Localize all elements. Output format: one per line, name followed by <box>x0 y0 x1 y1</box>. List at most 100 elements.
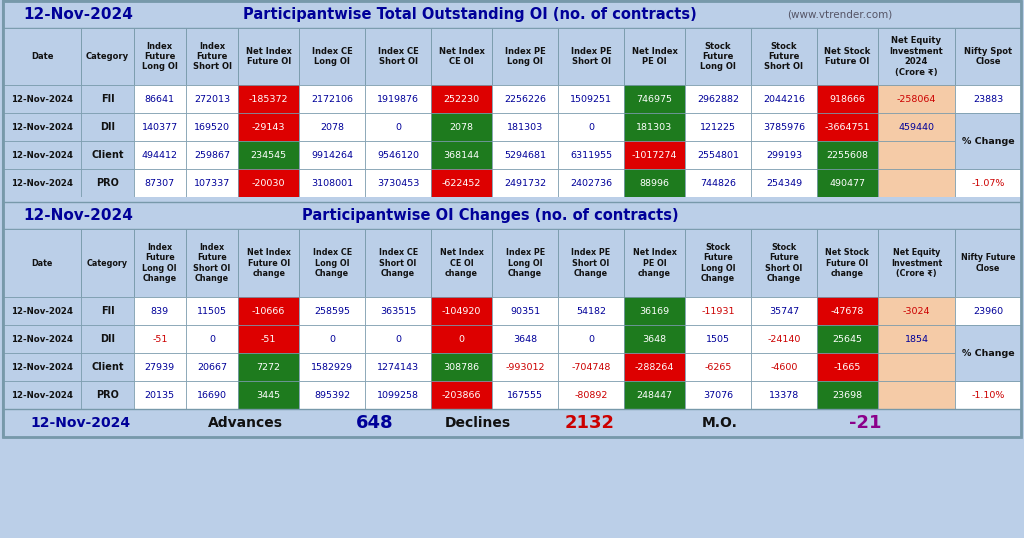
Text: 459440: 459440 <box>898 123 935 131</box>
Bar <box>624 353 685 381</box>
Text: -80892: -80892 <box>574 391 607 400</box>
Bar <box>134 113 186 141</box>
Text: 12-Nov-2024: 12-Nov-2024 <box>24 7 133 22</box>
Text: Advances: Advances <box>208 416 283 430</box>
Text: 0: 0 <box>588 123 594 131</box>
Text: 2554801: 2554801 <box>697 151 739 159</box>
Bar <box>493 325 558 353</box>
Text: 490477: 490477 <box>829 179 865 188</box>
Bar <box>239 169 299 197</box>
Text: Net Index
PE OI
change: Net Index PE OI change <box>633 248 677 278</box>
Text: FII: FII <box>100 306 115 316</box>
Bar <box>299 297 366 325</box>
Text: -51: -51 <box>153 335 168 343</box>
Bar <box>878 113 955 141</box>
Bar <box>955 28 1021 85</box>
Text: 1919876: 1919876 <box>377 95 419 103</box>
Bar <box>817 381 878 409</box>
Bar <box>558 297 624 325</box>
Text: -6265: -6265 <box>705 363 732 372</box>
Bar <box>3 381 81 409</box>
Text: 494412: 494412 <box>141 151 178 159</box>
Bar <box>624 113 685 141</box>
Bar <box>685 85 751 113</box>
Text: Net Index
CE OI
change: Net Index CE OI change <box>439 248 483 278</box>
Text: 12-Nov-2024: 12-Nov-2024 <box>11 95 73 103</box>
Text: Net Equity
Investment
2024
(Crore ₹): Net Equity Investment 2024 (Crore ₹) <box>890 37 943 76</box>
Bar <box>493 141 558 169</box>
Text: 181303: 181303 <box>636 123 673 131</box>
Text: 272013: 272013 <box>194 95 230 103</box>
Text: 27939: 27939 <box>144 363 175 372</box>
Text: Index
Future
Long OI
Change: Index Future Long OI Change <box>142 243 177 283</box>
Bar <box>817 229 878 297</box>
Text: -993012: -993012 <box>505 363 545 372</box>
Bar <box>431 141 493 169</box>
Bar <box>558 28 624 85</box>
Bar <box>817 141 878 169</box>
Text: 90351: 90351 <box>510 307 540 315</box>
Bar <box>3 229 81 297</box>
Text: 12-Nov-2024: 12-Nov-2024 <box>30 416 130 430</box>
Bar <box>299 169 366 197</box>
Text: 36169: 36169 <box>639 307 670 315</box>
Text: 35747: 35747 <box>769 307 799 315</box>
Text: -203866: -203866 <box>441 391 481 400</box>
Text: 918666: 918666 <box>829 95 865 103</box>
Bar <box>431 325 493 353</box>
Bar <box>134 141 186 169</box>
Bar <box>431 85 493 113</box>
Text: -288264: -288264 <box>635 363 674 372</box>
Bar <box>3 1 1021 437</box>
Bar <box>299 85 366 113</box>
Text: 87307: 87307 <box>144 179 175 188</box>
Bar <box>751 141 817 169</box>
Bar <box>878 353 955 381</box>
Bar <box>186 85 239 113</box>
Bar <box>366 169 431 197</box>
Text: -622452: -622452 <box>442 179 481 188</box>
Bar <box>3 353 81 381</box>
Bar <box>366 353 431 381</box>
Bar <box>493 85 558 113</box>
Text: 169520: 169520 <box>195 123 230 131</box>
Bar <box>955 113 1021 141</box>
Bar <box>955 113 1021 169</box>
Text: Index CE
Long OI: Index CE Long OI <box>311 47 352 66</box>
Text: 258595: 258595 <box>314 307 350 315</box>
Text: 12-Nov-2024: 12-Nov-2024 <box>11 307 73 315</box>
Bar <box>239 229 299 297</box>
Text: 1274143: 1274143 <box>377 363 419 372</box>
Bar <box>3 28 81 85</box>
Text: 3445: 3445 <box>257 391 281 400</box>
Bar <box>878 28 955 85</box>
Bar <box>493 381 558 409</box>
Text: 20135: 20135 <box>144 391 175 400</box>
Text: 234545: 234545 <box>251 151 287 159</box>
Text: 11505: 11505 <box>197 307 227 315</box>
Text: Net Equity
Investment
(Crore ₹): Net Equity Investment (Crore ₹) <box>891 248 942 278</box>
Text: Stock
Future
Short OI
Change: Stock Future Short OI Change <box>765 243 803 283</box>
Bar <box>81 141 134 169</box>
Bar <box>624 141 685 169</box>
Bar <box>558 141 624 169</box>
Bar <box>955 229 1021 297</box>
Bar <box>685 381 751 409</box>
Text: 181303: 181303 <box>507 123 543 131</box>
Bar <box>431 381 493 409</box>
Bar <box>493 353 558 381</box>
Text: -10666: -10666 <box>252 307 286 315</box>
Bar <box>751 169 817 197</box>
Bar <box>134 85 186 113</box>
Bar <box>817 353 878 381</box>
Text: 1505: 1505 <box>706 335 730 343</box>
Bar <box>558 353 624 381</box>
Bar <box>3 113 81 141</box>
Bar <box>81 325 134 353</box>
Text: PRO: PRO <box>96 178 119 188</box>
Bar <box>239 113 299 141</box>
Text: -21: -21 <box>849 414 882 432</box>
Bar <box>134 169 186 197</box>
Bar <box>81 28 134 85</box>
Bar <box>134 297 186 325</box>
